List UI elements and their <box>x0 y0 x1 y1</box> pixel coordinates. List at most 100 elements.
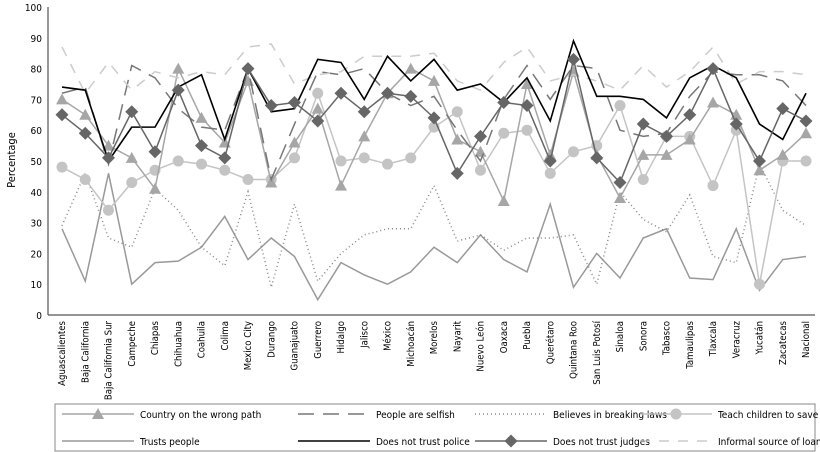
y-tick-label: 30 <box>31 219 43 230</box>
legend-item: Teach children to save <box>640 408 819 421</box>
data-point <box>753 154 766 168</box>
y-tick-label: 60 <box>31 126 43 137</box>
legend-box <box>54 403 816 452</box>
x-tick-label: Mexico City <box>243 321 254 370</box>
x-tick-label: Jalisco <box>359 321 370 349</box>
data-point <box>404 89 418 103</box>
legend-label: People are selfish <box>376 410 455 421</box>
x-tick-label: Baja California <box>80 321 91 383</box>
legend: Country on the wrong path People are self… <box>54 403 820 452</box>
data-point <box>172 155 184 167</box>
x-tick-label: Querétaro <box>545 321 556 364</box>
x-tick-label: Nayarit <box>452 320 463 352</box>
x-tick-label: Oaxaca <box>499 321 510 353</box>
y-tick-label: 50 <box>31 157 43 168</box>
data-point <box>195 139 208 153</box>
data-point <box>381 86 394 100</box>
y-axis-label: Percentage <box>5 132 18 188</box>
data-point <box>707 96 719 108</box>
data-point <box>264 99 278 113</box>
data-point <box>707 180 719 192</box>
y-tick-label: 40 <box>31 188 43 199</box>
data-point <box>242 173 254 185</box>
data-point <box>753 164 766 176</box>
data-point <box>799 114 813 128</box>
series-line <box>61 38 807 163</box>
data-point <box>567 52 580 66</box>
x-tick-label: Morelos <box>429 320 440 354</box>
data-point <box>729 117 743 131</box>
x-tick-label: Nacional <box>801 321 812 358</box>
data-point <box>357 105 371 119</box>
data-point <box>334 86 348 100</box>
y-tick-label: 0 <box>36 311 42 322</box>
x-tick-label: Tlaxcala <box>708 321 719 357</box>
legend-label: Informal source of loans <box>718 437 820 448</box>
x-tick-label: Yucatán <box>755 321 766 356</box>
data-point <box>126 177 138 189</box>
data-point <box>56 93 68 105</box>
data-point <box>218 151 232 165</box>
legend-label: Does not trust judges <box>553 437 650 448</box>
legend-item: Informal source of loans <box>640 437 820 448</box>
data-point <box>683 108 697 122</box>
data-point <box>172 62 185 74</box>
data-point <box>241 62 255 76</box>
data-point <box>497 195 510 207</box>
data-point <box>405 152 417 164</box>
x-tick-label: Hidalgo <box>336 321 347 354</box>
data-point <box>474 129 487 143</box>
legend-item: Does not trust police <box>298 437 470 448</box>
data-point <box>265 176 278 188</box>
data-point <box>335 155 347 167</box>
data-point <box>498 127 510 139</box>
series-line <box>61 64 807 182</box>
x-tick-label: Campeche <box>127 321 138 367</box>
y-tick-label: 70 <box>31 95 43 106</box>
data-point <box>520 99 534 113</box>
data-point <box>614 100 626 112</box>
series-people-are-selfish <box>61 64 807 182</box>
legend-item: Believes in breaking laws <box>475 410 667 421</box>
x-tick-label: Baja California Sur <box>104 321 115 401</box>
data-point <box>776 102 790 116</box>
series-country-on-the-wrong-path <box>56 62 812 207</box>
data-point <box>195 111 208 123</box>
data-point <box>521 124 533 136</box>
legend-item: Does not trust judges <box>475 434 650 448</box>
data-point <box>544 148 557 160</box>
data-point <box>776 148 789 160</box>
data-point <box>660 148 673 160</box>
data-point <box>543 154 557 168</box>
data-point <box>427 111 441 125</box>
data-point <box>590 151 604 165</box>
data-point <box>79 173 91 185</box>
data-point <box>358 152 370 164</box>
data-point <box>754 278 765 290</box>
y-tick-label: 10 <box>31 280 43 291</box>
legend-item: Country on the wrong path <box>62 408 261 421</box>
data-point <box>637 173 649 185</box>
data-point <box>55 108 69 122</box>
data-point <box>102 151 115 165</box>
x-tick-label: Guanajuato <box>290 321 301 371</box>
legend-marker <box>670 408 682 420</box>
x-tick-label: San Luis Potosí <box>592 320 603 384</box>
legend-label: Does not trust police <box>376 437 470 448</box>
x-tick-label: Puebla <box>522 321 533 350</box>
x-tick-label: Sinaloa <box>615 321 626 352</box>
data-point <box>311 114 325 128</box>
legend-marker <box>92 408 104 419</box>
legend-label: Trusts people <box>139 437 200 448</box>
x-tick-label: Colima <box>220 321 231 351</box>
x-tick-label: Tamaulipas <box>685 320 696 369</box>
data-point <box>125 151 138 163</box>
series-informal-source-of-loans <box>61 43 807 95</box>
x-tick-label: Chihuahua <box>173 321 184 367</box>
series-line <box>61 43 807 95</box>
legend-label: Believes in breaking laws <box>553 410 667 421</box>
x-tick-label: Chiapas <box>150 320 161 355</box>
x-tick-label: Quintana Roo <box>569 321 580 379</box>
